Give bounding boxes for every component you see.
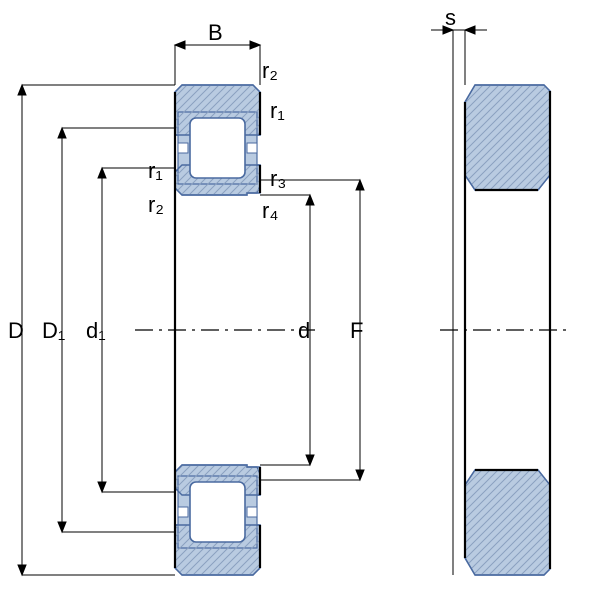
bearing-diagram: D D₁ d₁ d F Bs r₂ r₁ r₁ r₂ r₃ r₄ — [0, 0, 600, 600]
svg-text:B: B — [208, 20, 223, 45]
svg-text:F: F — [350, 318, 363, 343]
svg-text:D: D — [8, 318, 24, 343]
svg-text:r₁: r₁ — [270, 98, 285, 123]
svg-text:d: d — [298, 318, 310, 343]
svg-text:r₁: r₁ — [148, 158, 163, 183]
svg-text:d₁: d₁ — [86, 318, 106, 343]
svg-text:r₂: r₂ — [262, 58, 278, 83]
svg-text:r₃: r₃ — [270, 166, 286, 191]
svg-text:r₄: r₄ — [262, 198, 278, 223]
svg-text:r₂: r₂ — [148, 192, 164, 217]
svg-text:s: s — [445, 5, 456, 30]
svg-text:D₁: D₁ — [42, 318, 65, 343]
